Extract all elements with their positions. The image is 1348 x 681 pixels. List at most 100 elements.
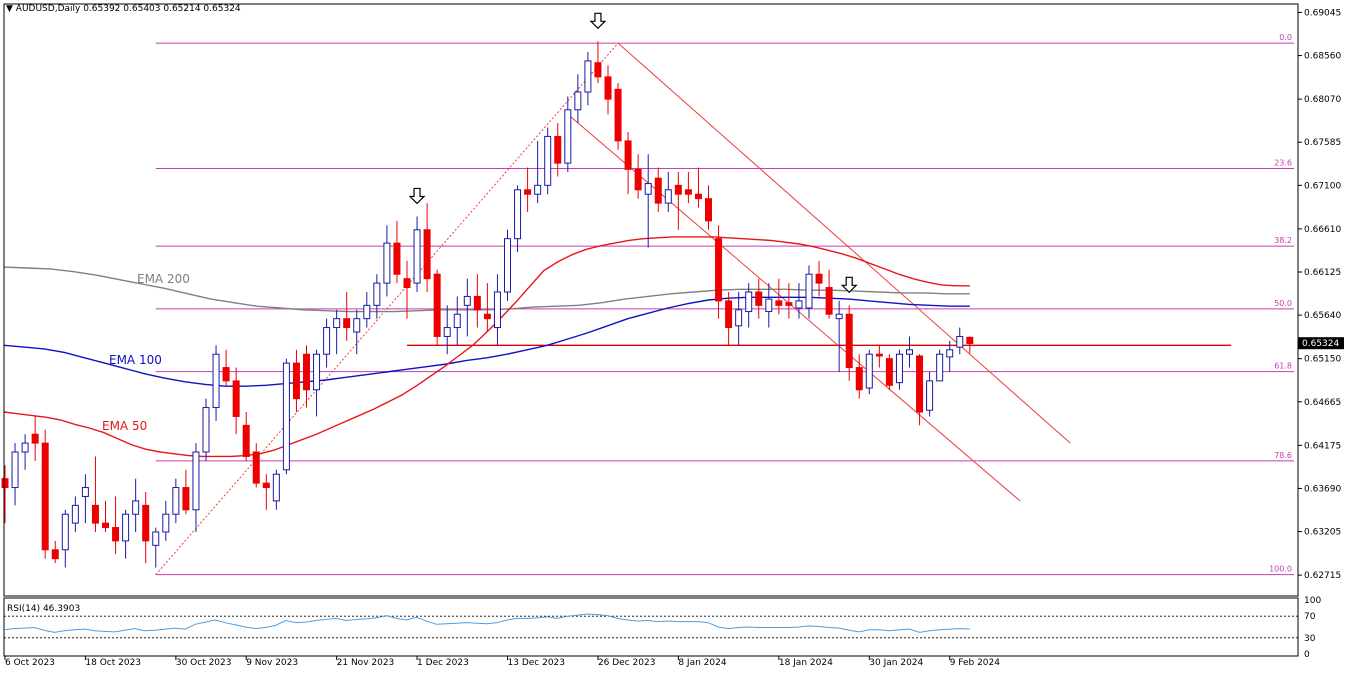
price-tick-label: 0.67585 (1304, 138, 1341, 148)
candle-body (745, 291, 753, 313)
candle-body (252, 451, 260, 484)
candle (172, 478, 180, 524)
time-tick-label: 8 Jan 2024 (678, 658, 726, 668)
candle (855, 354, 863, 399)
candle-body (202, 407, 210, 453)
price-tick-label: 0.64175 (1304, 441, 1341, 451)
candle (875, 345, 883, 368)
candle (463, 278, 471, 337)
candle (966, 336, 974, 354)
candle (614, 83, 622, 150)
down-arrow-icon (408, 187, 426, 205)
candle (21, 434, 29, 470)
candle (383, 225, 391, 297)
candle-body (323, 327, 331, 355)
candle (232, 367, 240, 435)
candle (192, 443, 200, 532)
candle-body (895, 353, 903, 384)
candle (1, 465, 9, 524)
candle (252, 443, 260, 488)
candle-body (514, 189, 522, 240)
candle (303, 345, 310, 408)
candle-body (694, 193, 702, 200)
down-arrow-icon (840, 276, 858, 294)
candle (363, 292, 371, 328)
candle-body (393, 242, 401, 275)
candle (946, 340, 954, 372)
candle-body (112, 527, 120, 542)
candle-body (885, 358, 893, 386)
candle-body (654, 177, 662, 204)
candle (122, 509, 130, 559)
candle-body (403, 278, 411, 289)
candle (765, 283, 773, 328)
candle (654, 167, 662, 212)
price-tick-label: 0.68560 (1304, 52, 1341, 62)
candle-body (71, 504, 79, 524)
candle-body (855, 367, 863, 391)
candle-body (956, 335, 964, 348)
current-price-tag (1298, 337, 1344, 350)
candle-body (835, 313, 843, 320)
candle-body (31, 433, 39, 444)
candle (71, 496, 79, 532)
candle (644, 154, 652, 248)
candle (112, 496, 120, 555)
candle (624, 132, 632, 195)
candle-body (614, 88, 622, 142)
chart-header: ▼ AUDUSD,Daily 0.65392 0.65403 0.65214 0… (6, 4, 241, 14)
candle-body (906, 349, 913, 355)
candle-body (292, 362, 300, 400)
candle (916, 354, 924, 426)
candle-body (765, 298, 773, 313)
price-tick-label: 0.65640 (1304, 311, 1341, 321)
candle (81, 474, 89, 524)
candle (895, 349, 903, 390)
candle (343, 292, 351, 341)
candle (574, 74, 582, 124)
candle (584, 52, 592, 106)
candle (564, 96, 572, 172)
down-arrow-shape (840, 276, 858, 294)
candle (514, 185, 522, 252)
candle (805, 265, 813, 319)
candle-body (463, 295, 471, 306)
price-tick-label: 0.67100 (1304, 181, 1341, 191)
candle (212, 345, 220, 421)
candle (282, 358, 290, 475)
candle (31, 416, 39, 461)
candle (473, 274, 481, 328)
candle-body (142, 504, 150, 542)
fib-level-label: 100.0 (1269, 565, 1292, 574)
candle-body (363, 304, 371, 320)
candle-body (524, 189, 532, 195)
candle-body (11, 451, 19, 489)
candle (91, 456, 99, 532)
candle (504, 229, 511, 301)
channel-upper-line (617, 42, 1071, 444)
candle-body (51, 549, 59, 560)
candle-body (242, 424, 250, 457)
candle-body (785, 302, 793, 306)
rsi-tick-label: 100 (1304, 596, 1321, 606)
candle (61, 509, 69, 568)
time-tick-label: 9 Feb 2024 (950, 658, 1001, 668)
ema100-label: EMA 100 (109, 353, 162, 367)
rsi-plot-frame (3, 597, 1299, 657)
candle-body (473, 295, 481, 311)
candle-body (1, 478, 9, 489)
candle (544, 127, 552, 195)
ema50-label: EMA 50 (102, 419, 147, 433)
candle (11, 443, 19, 506)
down-arrow-shape (408, 187, 426, 205)
candle-body (483, 313, 491, 320)
candle (393, 220, 401, 284)
ema200-label: EMA 200 (137, 272, 190, 286)
collapse-triangle-icon[interactable]: ▼ (6, 4, 13, 14)
candle-body (91, 504, 99, 524)
time-tick-label: 21 Nov 2023 (337, 658, 395, 668)
candle-body (232, 380, 240, 417)
candle (865, 349, 873, 395)
current-price-label: 0.65324 (1302, 339, 1339, 349)
